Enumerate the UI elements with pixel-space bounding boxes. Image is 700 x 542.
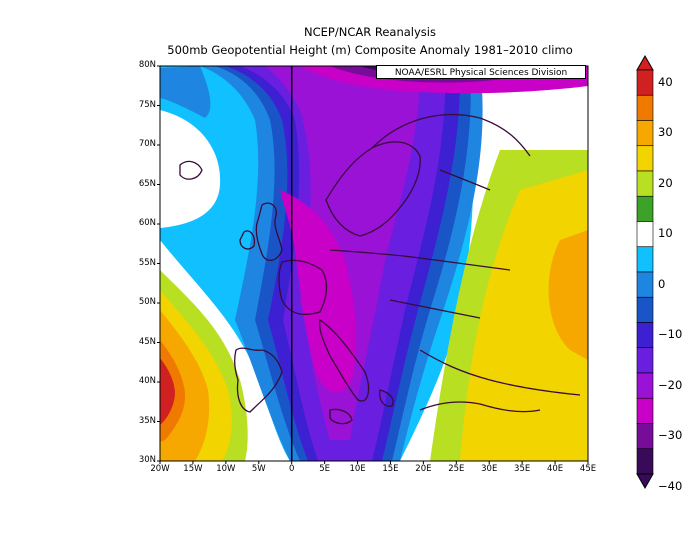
lon-label: 30E bbox=[481, 464, 498, 474]
colorbar-label: 0 bbox=[658, 276, 666, 291]
colorbar-swatch bbox=[636, 145, 654, 172]
colorbar-swatch bbox=[636, 296, 654, 323]
colorbar bbox=[636, 54, 654, 490]
lon-label: 25E bbox=[448, 464, 465, 474]
lon-label: 40E bbox=[546, 464, 564, 474]
lat-label: 45N bbox=[138, 336, 156, 347]
lon-label: 20E bbox=[415, 464, 432, 474]
colorbar-swatch bbox=[636, 397, 654, 424]
colorbar-label: −10 bbox=[658, 327, 683, 342]
colorbar-swatch bbox=[636, 347, 654, 374]
colorbar-label: 20 bbox=[658, 175, 673, 190]
colorbar-label: 30 bbox=[658, 125, 673, 140]
colorbar-swatch bbox=[636, 120, 654, 147]
lon-label: 35E bbox=[514, 464, 531, 474]
lat-label: 70N bbox=[138, 139, 156, 149]
lon-label: 15W bbox=[183, 464, 203, 474]
colorbar-swatch bbox=[636, 94, 654, 121]
colorbar-label: 10 bbox=[658, 226, 673, 241]
colorbar-swatch bbox=[636, 271, 654, 298]
lon-label: 20W bbox=[150, 464, 170, 474]
colorbar-label: −30 bbox=[658, 428, 683, 443]
lon-label: 45E bbox=[579, 464, 597, 474]
lat-label: 50N bbox=[138, 297, 156, 307]
colorbar-label: −40 bbox=[658, 478, 683, 493]
lat-label: 80N bbox=[138, 60, 156, 70]
lat-label: 65N bbox=[138, 178, 156, 189]
map-title: NCEP/NCAR Reanalysis bbox=[304, 25, 436, 39]
lon-label: 10E bbox=[349, 464, 366, 474]
lat-label: 30N bbox=[138, 455, 156, 465]
colorbar-label: 40 bbox=[658, 74, 673, 89]
credit-box: NOAA/ESRL Physical Sciences Division bbox=[376, 65, 586, 79]
axis-ticks bbox=[157, 65, 589, 464]
colorbar-bottom-arrow bbox=[636, 473, 654, 490]
colorbar-swatch bbox=[636, 423, 654, 450]
colorbar-swatch bbox=[636, 372, 654, 399]
lon-label: 5E bbox=[319, 464, 330, 474]
colorbar-swatch bbox=[636, 195, 654, 222]
lon-label: 5W bbox=[251, 464, 266, 474]
lat-label: 55N bbox=[138, 257, 156, 268]
coastlines bbox=[179, 113, 581, 425]
colorbar-swatch bbox=[636, 69, 654, 96]
colorbar-swatch bbox=[636, 322, 654, 349]
colorbar-swatch bbox=[636, 246, 654, 273]
colorbar-top-arrow bbox=[636, 54, 654, 71]
lon-label: 0 bbox=[288, 464, 295, 474]
lon-label: 10W bbox=[216, 464, 236, 474]
colorbar-swatch bbox=[636, 170, 654, 197]
anomaly-field bbox=[160, 66, 588, 461]
lat-label: 40N bbox=[138, 376, 156, 386]
lat-label: 35N bbox=[138, 415, 156, 426]
map-subtitle: 500mb Geopotential Height (m) Composite … bbox=[167, 43, 573, 57]
colorbar-label: −20 bbox=[658, 377, 683, 392]
lat-label: 60N bbox=[138, 218, 156, 228]
lat-label: 75N bbox=[138, 99, 156, 110]
colorbar-swatch bbox=[636, 448, 654, 475]
colorbar-swatch bbox=[636, 221, 654, 248]
lon-label: 15E bbox=[382, 464, 399, 474]
